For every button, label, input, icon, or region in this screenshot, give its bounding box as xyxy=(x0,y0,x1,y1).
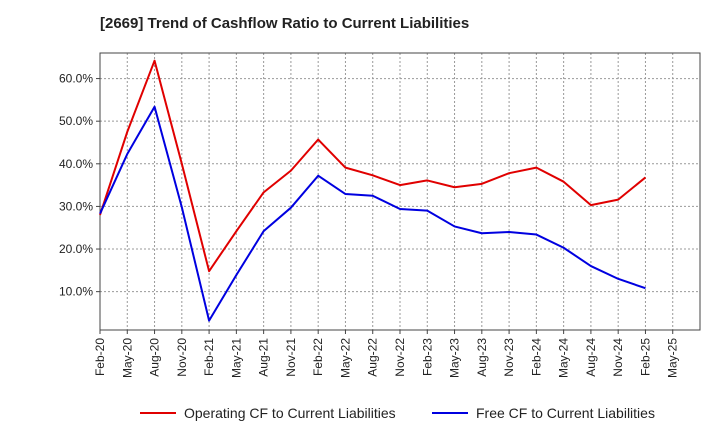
series-line-operating-cf xyxy=(99,59,647,273)
legend-label-free-cf: Free CF to Current Liabilities xyxy=(476,405,655,421)
x-tick-label: Feb-23 xyxy=(420,338,434,376)
x-tick-label: Feb-22 xyxy=(311,338,325,376)
x-tick-label: Nov-21 xyxy=(284,338,298,377)
y-tick-label: 40.0% xyxy=(59,157,93,171)
x-tick-label: May-24 xyxy=(557,338,571,378)
legend-item-free-cf: Free CF to Current Liabilities xyxy=(432,405,655,421)
y-tick-label: 50.0% xyxy=(59,114,93,128)
legend-swatch-free-cf xyxy=(432,412,468,414)
x-tick-label: May-23 xyxy=(448,338,462,378)
x-tick-label: Nov-23 xyxy=(502,338,516,377)
x-axis: Feb-20 May-20 Aug-20 Nov-20 Feb-21 May-21 Aug-… xyxy=(93,330,680,378)
y-tick-label: 20.0% xyxy=(59,242,93,256)
x-tick-label: Nov-22 xyxy=(393,338,407,377)
series-line-free-cf xyxy=(99,105,646,322)
x-tick-label: Aug-20 xyxy=(148,338,162,377)
x-tick-label: Feb-25 xyxy=(638,338,652,376)
x-tick-label: Feb-21 xyxy=(202,338,216,376)
x-tick-label: May-20 xyxy=(120,338,134,378)
legend-item-operating-cf: Operating CF to Current Liabilities xyxy=(140,405,396,421)
x-tick-label: May-25 xyxy=(666,338,680,378)
y-tick-label: 60.0% xyxy=(59,72,93,86)
y-tick-label: 30.0% xyxy=(59,199,93,213)
legend-swatch-operating-cf xyxy=(140,412,176,414)
x-tick-label: Feb-20 xyxy=(93,338,107,376)
x-tick-label: Aug-21 xyxy=(257,338,271,377)
x-tick-label: Nov-24 xyxy=(611,338,625,377)
x-tick-label: Aug-23 xyxy=(475,338,489,377)
y-tick-label: 10.0% xyxy=(59,285,93,299)
legend-label-operating-cf: Operating CF to Current Liabilities xyxy=(184,405,396,421)
x-tick-label: Aug-22 xyxy=(366,338,380,377)
chart-title: [2669] Trend of Cashflow Ratio to Curren… xyxy=(100,15,470,32)
x-tick-label: Feb-24 xyxy=(529,338,543,376)
x-tick-label: Aug-24 xyxy=(584,338,598,377)
gridlines xyxy=(99,53,700,330)
series-lines xyxy=(99,59,647,322)
x-tick-label: May-22 xyxy=(338,338,352,378)
x-tick-label: Nov-20 xyxy=(175,338,189,377)
y-axis: 10.0% 20.0% 30.0% 40.0% 50.0% 60.0% xyxy=(59,72,100,299)
x-tick-label: May-21 xyxy=(229,338,243,378)
